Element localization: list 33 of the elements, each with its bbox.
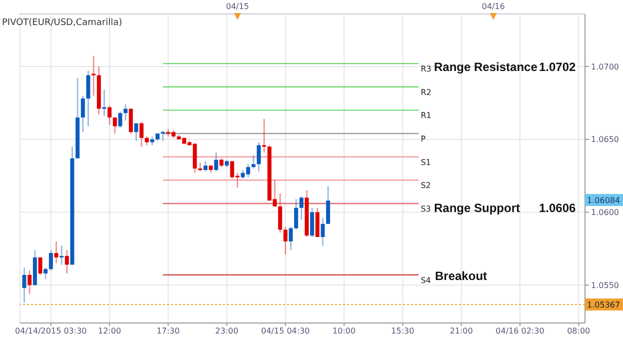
x-tick-label: 15:30 <box>391 326 414 336</box>
x2-tick-label: 04/15 <box>226 2 250 11</box>
annotation: Breakout <box>435 269 488 283</box>
ref-line-label: 1.05367 <box>587 300 620 310</box>
x-tick-label: 23:00 <box>215 326 238 336</box>
x-tick-label: 04/14/2015 03:30 <box>15 326 87 336</box>
x-tick-label: 04/15 04:30 <box>261 326 310 336</box>
series-label: P <box>420 134 426 144</box>
series-label: S2 <box>420 181 431 190</box>
y-tick-label: 1.0600 <box>591 208 619 218</box>
text: PIVOT(EUR/USD,Camarilla) <box>2 18 122 28</box>
x-tick-label: 08:00 <box>567 326 590 336</box>
annotation: 1.0702 <box>539 60 576 74</box>
series-label: S1 <box>420 158 431 167</box>
y-tick-label: 1.0550 <box>591 280 619 290</box>
y-tick-label: 1.0700 <box>591 62 619 72</box>
annotation: 1.0606 <box>539 201 576 215</box>
candlestick <box>198 162 202 172</box>
series-label: S4 <box>420 276 431 285</box>
series-label: R2 <box>420 88 432 97</box>
text: 1.06084 <box>587 196 620 205</box>
series-label: R1 <box>420 111 432 120</box>
x-tick-label: 21:00 <box>450 326 473 336</box>
x-tick-label: 17:30 <box>156 326 180 336</box>
y-tick-label: 1.0650 <box>591 135 619 144</box>
x-tick-label: 10:00 <box>332 326 356 336</box>
annotation: Range Resistance <box>434 60 538 74</box>
series-label: S3 <box>420 204 431 214</box>
series-label: R3 <box>420 64 432 74</box>
x2-tick-label: 04/16 <box>482 2 505 11</box>
annotation: Range Support <box>434 201 520 215</box>
x-tick-label: 04/16 02:30 <box>496 326 544 336</box>
x-tick-label: 12:00 <box>98 326 122 336</box>
